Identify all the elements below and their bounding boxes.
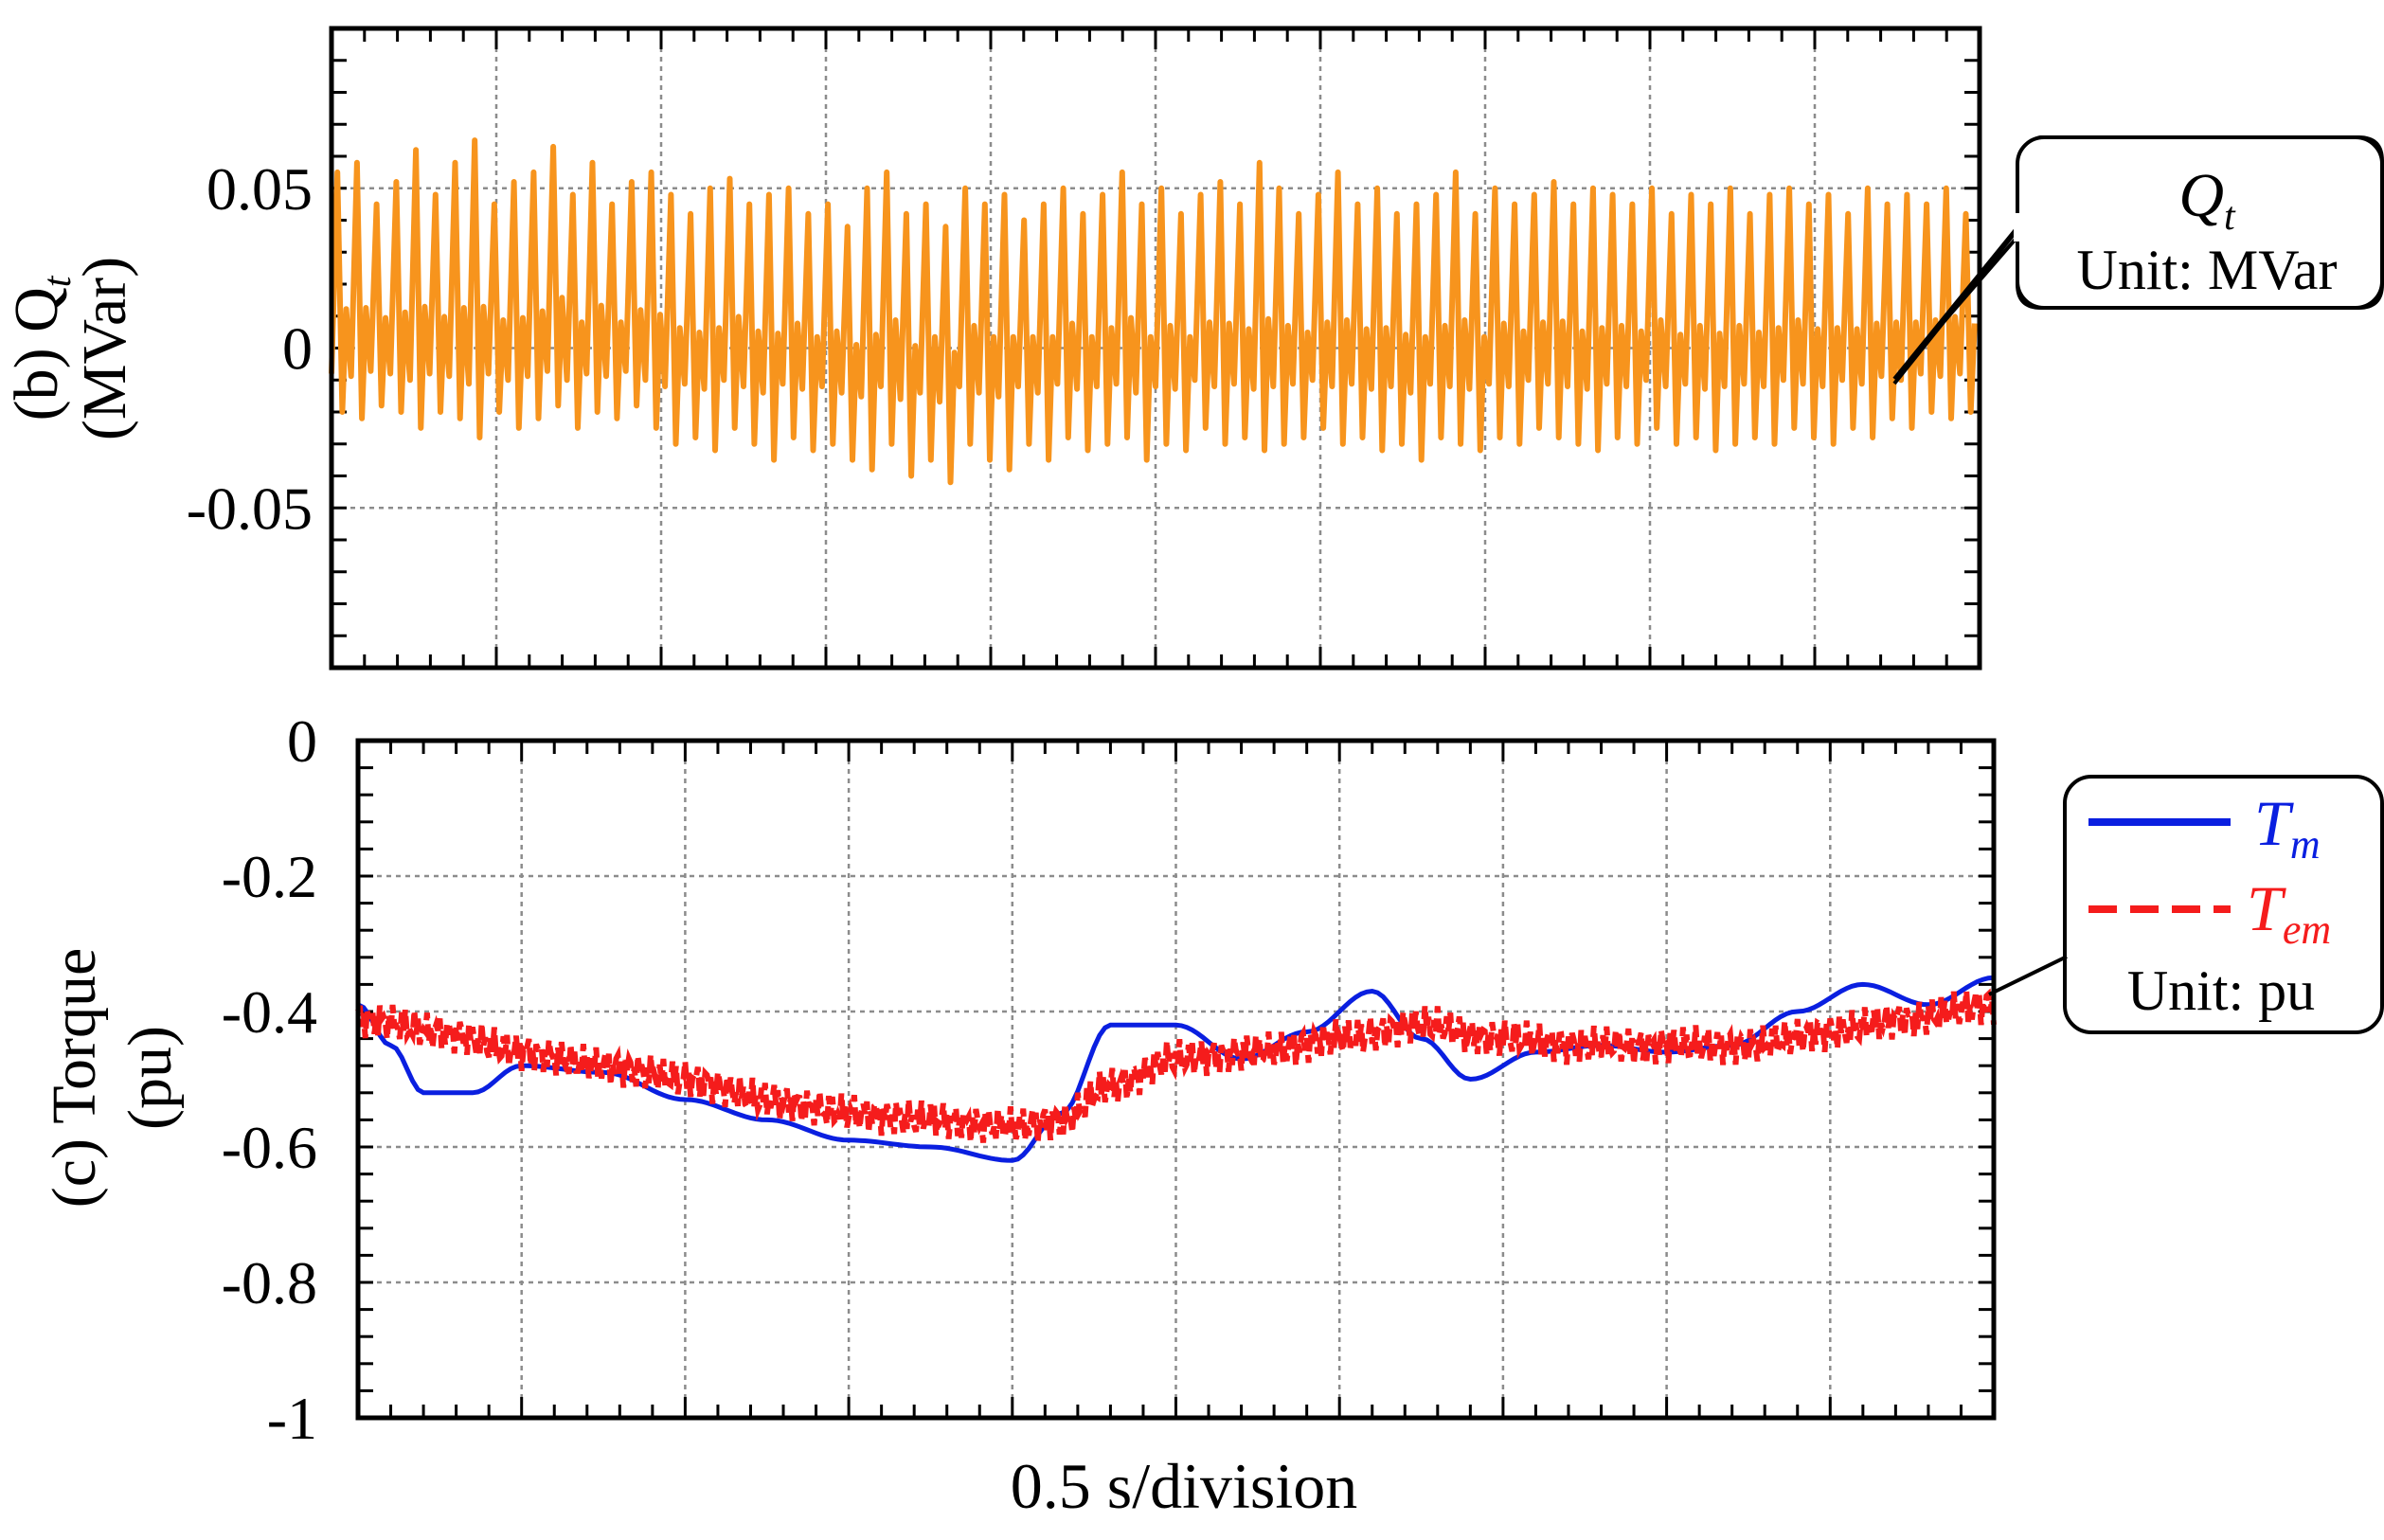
qt-ylabel: (MVar) [70, 257, 139, 440]
qt-series-line [329, 137, 1978, 486]
qt-chart: 0.05 0 -0.05 (b) Qt (MVar) Qt Unit: MVar [2, 26, 2384, 671]
torque-ytick-label: -0.6 [222, 1114, 317, 1181]
tm-legend-label: Tm [2254, 787, 2321, 868]
torque-chart: 0 -0.2 -0.4 -0.6 -0.8 -1 (c) Torque (pu) Tm T… [40, 707, 2384, 1452]
torque-ytick-label: 0 [287, 707, 317, 775]
torque-ytick-label: -0.8 [222, 1249, 317, 1316]
qt-grid [332, 28, 1980, 668]
torque-ylabel: (pu) [116, 1026, 185, 1130]
qt-callout-pointer [1892, 225, 2021, 385]
torque-grid [358, 741, 1994, 1418]
qt-ytick-label: 0 [282, 315, 313, 383]
torque-ylabel-group: (c) Torque (pu) [40, 948, 185, 1209]
x-axis-label: 0.5 s/division [1011, 1450, 1358, 1522]
qt-ylabel-group: (b) Qt (MVar) [2, 257, 139, 440]
qt-callout-gap [2014, 213, 2023, 242]
qt-ytick-label: -0.05 [187, 475, 313, 542]
tem-series-line [355, 988, 1997, 1143]
torque-legend-pointer [1988, 955, 2068, 996]
qt-panel-label: (b) Qt [2, 275, 80, 421]
qt-ytick-label: 0.05 [206, 155, 313, 223]
tem-legend-label: Tem [2247, 872, 2331, 953]
torque-ytick-labels: 0 -0.2 -0.4 -0.6 -0.8 -1 [222, 707, 317, 1452]
qt-plot-frame [329, 26, 1982, 671]
torque-ytick-label: -0.2 [222, 843, 317, 910]
qt-ytick-labels: 0.05 0 -0.05 [187, 155, 313, 543]
qt-series [329, 137, 1978, 486]
torque-panel-label: (c) Torque [40, 948, 109, 1209]
torque-ytick-label: -1 [267, 1385, 317, 1452]
qt-unit-label: Unit: MVar [2077, 239, 2338, 301]
qt-legend-name: Qt [2178, 161, 2236, 239]
torque-legend: Tm Tem Unit: pu [1988, 775, 2384, 1034]
qt-callout: Qt Unit: MVar [1892, 135, 2384, 385]
torque-plot-frame [355, 738, 1997, 1421]
torque-ytick-label: -0.4 [222, 978, 317, 1046]
torque-unit-label: Unit: pu [2127, 959, 2315, 1022]
torque-series [355, 975, 1997, 1163]
torque-legend-frame [2063, 775, 2384, 1034]
